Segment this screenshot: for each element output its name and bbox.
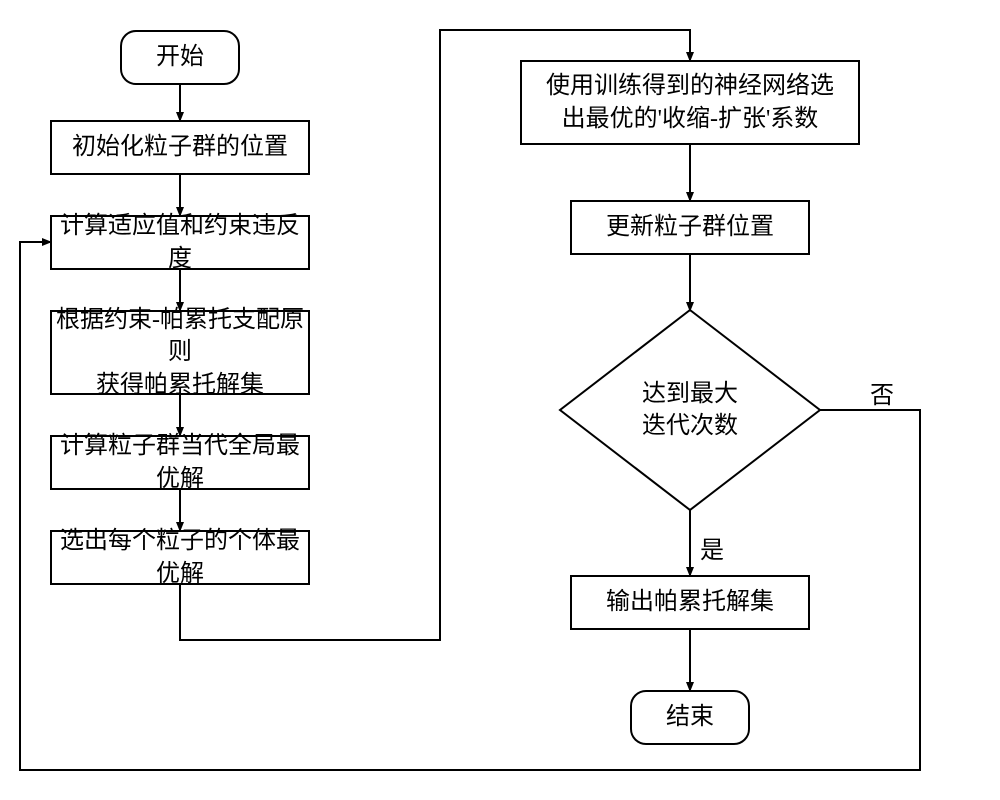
edge-label-decide-to-output: 是 xyxy=(700,530,724,565)
node-end: 结束 xyxy=(630,690,750,745)
node-start: 开始 xyxy=(120,30,240,85)
node-personal: 选出每个粒子的个体最优解 xyxy=(50,530,310,585)
node-update: 更新粒子群位置 xyxy=(570,200,810,255)
edge-label-text-decide-to-fitness: 否 xyxy=(870,383,894,409)
node-text-pareto: 根据约束-帕累托支配原则 获得帕累托解集 xyxy=(52,304,308,401)
node-text-update: 更新粒子群位置 xyxy=(606,211,774,243)
edge-label-text-decide-to-output: 是 xyxy=(700,538,724,564)
node-text-fitness: 计算适应值和约束违反度 xyxy=(52,210,308,275)
node-label-decide: 达到最大 迭代次数 xyxy=(560,310,820,510)
node-init: 初始化粒子群的位置 xyxy=(50,120,310,175)
edge-label-decide-to-fitness: 否 xyxy=(870,375,894,410)
node-global: 计算粒子群当代全局最优解 xyxy=(50,435,310,490)
node-text-decide: 达到最大 迭代次数 xyxy=(642,378,738,443)
node-text-nn: 使用训练得到的神经网络选 出最优的'收缩-扩张'系数 xyxy=(546,70,834,135)
node-text-start: 开始 xyxy=(156,41,204,73)
node-fitness: 计算适应值和约束违反度 xyxy=(50,215,310,270)
node-text-global: 计算粒子群当代全局最优解 xyxy=(52,430,308,495)
node-output: 输出帕累托解集 xyxy=(570,575,810,630)
node-text-end: 结束 xyxy=(666,701,714,733)
flowchart-canvas: 开始初始化粒子群的位置计算适应值和约束违反度根据约束-帕累托支配原则 获得帕累托… xyxy=(0,0,1000,800)
node-text-personal: 选出每个粒子的个体最优解 xyxy=(52,525,308,590)
node-pareto: 根据约束-帕累托支配原则 获得帕累托解集 xyxy=(50,310,310,395)
node-nn: 使用训练得到的神经网络选 出最优的'收缩-扩张'系数 xyxy=(520,60,860,145)
node-text-output: 输出帕累托解集 xyxy=(606,586,774,618)
node-text-init: 初始化粒子群的位置 xyxy=(72,131,288,163)
